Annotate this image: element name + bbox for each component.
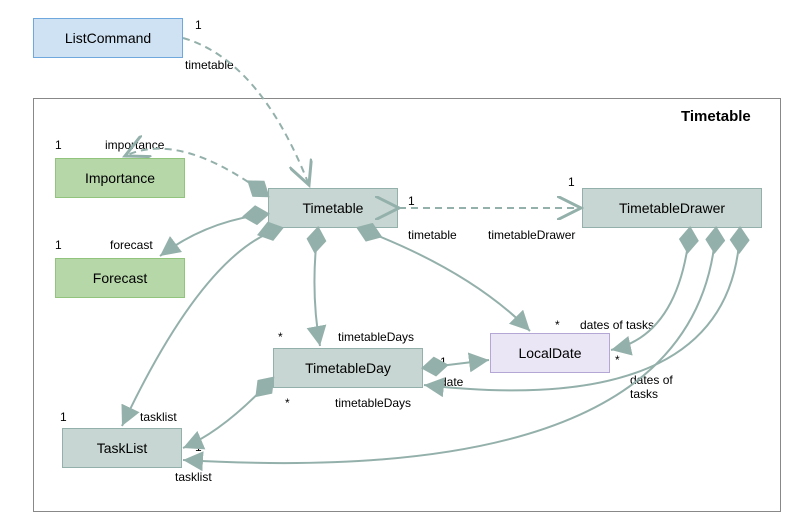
role-label: timetableDrawer — [488, 228, 575, 242]
node-timetable: Timetable — [268, 188, 398, 228]
frame-title: Timetable — [681, 108, 751, 125]
role-label: importance — [105, 138, 164, 152]
mult-label: 1 — [60, 410, 67, 424]
node-importance: Importance — [55, 158, 185, 198]
mult-label: 1 — [195, 18, 202, 32]
mult-label: * — [285, 396, 290, 410]
role-label: timetableDays — [338, 330, 414, 344]
mult-label: 1 — [55, 238, 62, 252]
role-label: timetable — [408, 228, 457, 242]
mult-label: 1 — [408, 194, 415, 208]
node-localdate: LocalDate — [490, 333, 610, 373]
node-timetabledrawer: TimetableDrawer — [582, 188, 762, 228]
role-label: timetableDays — [335, 396, 411, 410]
node-forecast: Forecast — [55, 258, 185, 298]
mult-label: 1 — [55, 138, 62, 152]
mult-label: 1 — [568, 175, 575, 189]
node-timetableday: TimetableDay — [273, 348, 423, 388]
role-label: forecast — [110, 238, 153, 252]
role-label: tasklist — [175, 470, 212, 484]
role-label: tasklist — [140, 410, 177, 424]
node-listcommand: ListCommand — [33, 18, 183, 58]
role-label: date — [440, 375, 463, 389]
mult-label: * — [615, 353, 620, 367]
mult-label: * — [278, 330, 283, 344]
mult-label: 1 — [195, 440, 202, 454]
mult-label: 1 — [440, 355, 447, 369]
role-label: dates of tasks — [630, 373, 673, 401]
node-tasklist: TaskList — [62, 428, 182, 468]
mult-label: * — [555, 318, 560, 332]
role-label: dates of tasks — [580, 318, 654, 332]
role-label: timetable — [185, 58, 234, 72]
